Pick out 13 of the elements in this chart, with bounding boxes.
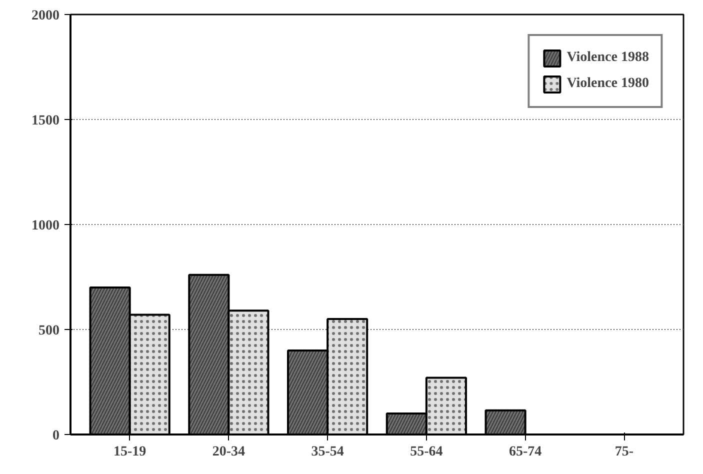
y-tick-label: 1500: [32, 114, 60, 128]
x-tick-label: 20-34: [212, 444, 246, 460]
y-tick-label: 2000: [32, 8, 60, 24]
legend-label: Violence 1980: [566, 76, 649, 92]
y-tick-label: 0: [52, 428, 60, 444]
x-tick-label: 55-64: [410, 444, 443, 460]
x-tick-label: 75-: [614, 444, 634, 460]
x-tick-label: 35-54: [311, 444, 344, 460]
x-tick-label: 15-19: [113, 444, 146, 460]
y-tick-label: 500: [38, 324, 60, 338]
y-tick-label: 1000: [32, 218, 60, 234]
x-tick-label: 65-74: [508, 444, 542, 460]
legend-label: Violence 1988: [566, 50, 649, 66]
